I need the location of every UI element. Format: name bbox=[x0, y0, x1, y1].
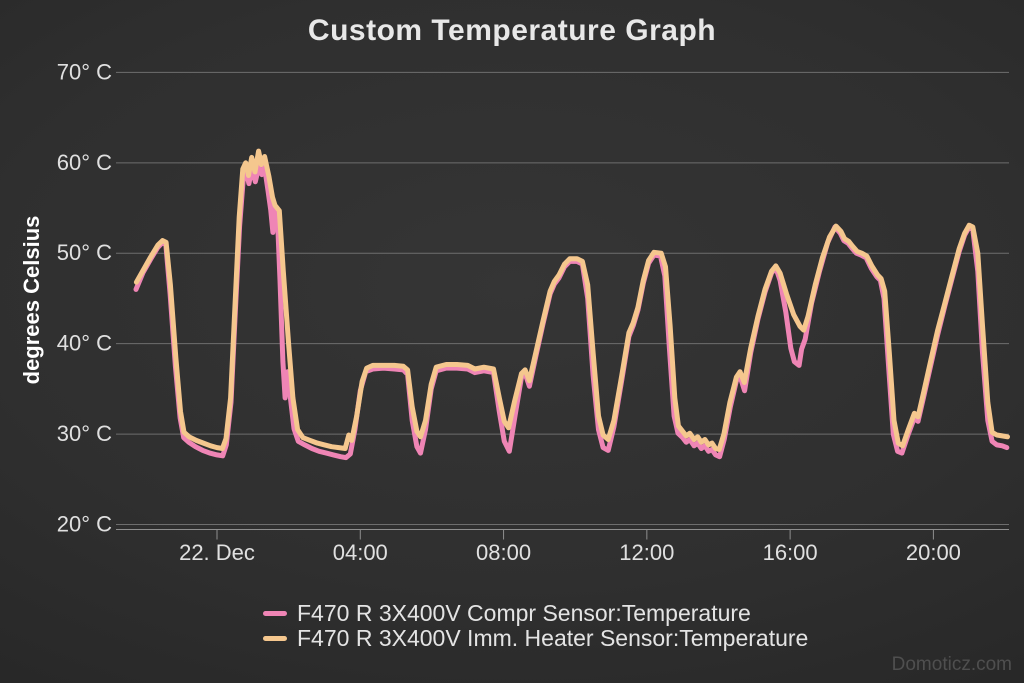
x-tick-label: 20:00 bbox=[906, 540, 961, 565]
legend-item-imm-heater[interactable]: F470 R 3X400V Imm. Heater Sensor:Tempera… bbox=[263, 625, 809, 651]
y-tick-label: 50° C bbox=[57, 240, 112, 265]
series-line-compr[interactable] bbox=[133, 163, 1010, 461]
series-line-imm-heater[interactable] bbox=[133, 148, 1010, 452]
x-tick-label: 12:00 bbox=[619, 540, 674, 565]
y-tick-label: 60° C bbox=[57, 150, 112, 175]
legend-label: F470 R 3X400V Compr Sensor:Temperature bbox=[297, 600, 751, 626]
y-tick-label: 30° C bbox=[57, 421, 112, 446]
y-tick-label: 20° C bbox=[57, 512, 112, 537]
y-tick-label: 40° C bbox=[57, 331, 112, 356]
y-tick-label: 70° C bbox=[57, 59, 112, 84]
legend-marker-icon bbox=[263, 636, 287, 641]
x-tick-label: 08:00 bbox=[476, 540, 531, 565]
x-tick-label: 04:00 bbox=[333, 540, 388, 565]
chart-title: Custom Temperature Graph bbox=[307, 14, 717, 47]
legend-label: F470 R 3X400V Imm. Heater Sensor:Tempera… bbox=[297, 625, 809, 651]
x-tick-label: 22. Dec bbox=[179, 540, 255, 565]
x-tick-label: 16:00 bbox=[763, 540, 818, 565]
legend: F470 R 3X400V Compr Sensor:Temperature F4… bbox=[263, 600, 809, 651]
legend-item-compr[interactable]: F470 R 3X400V Compr Sensor:Temperature bbox=[263, 600, 808, 626]
legend-marker-icon bbox=[263, 611, 287, 616]
credits-link[interactable]: Domoticz.com bbox=[891, 654, 1012, 675]
